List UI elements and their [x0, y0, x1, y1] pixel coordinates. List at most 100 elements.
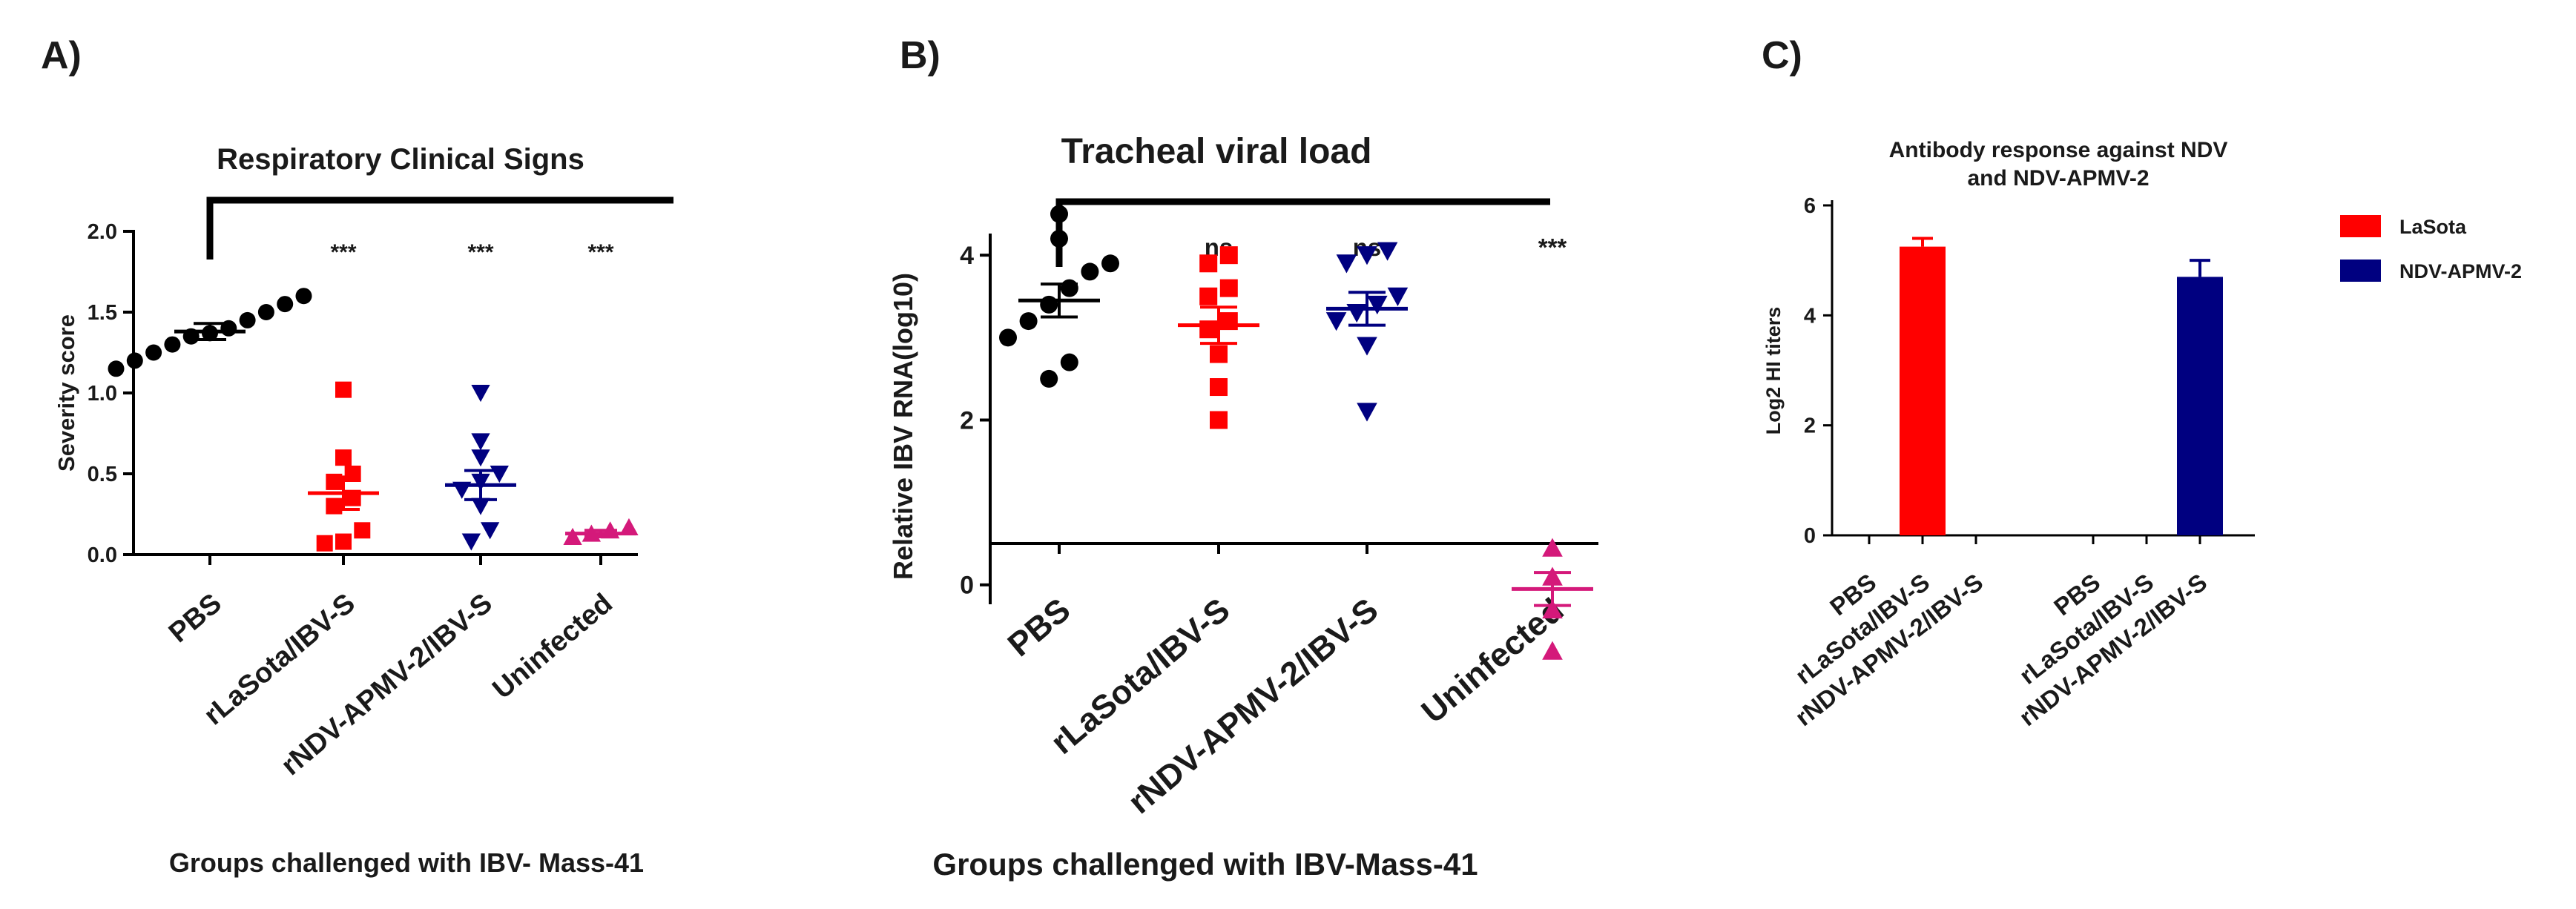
panel-b-title: Tracheal viral load	[1061, 132, 1372, 171]
c-y-tick-label: 0	[1804, 524, 1816, 548]
data-point-rndv-apmv-2-ibv-s	[481, 522, 500, 540]
data-point-rlasota-ibv-s	[354, 522, 371, 539]
panel-a-categories: PBSrLaSota/IBV-SrNDV-APMV-2/IBV-SUninfec…	[163, 555, 619, 781]
data-point-pbs	[1040, 295, 1058, 314]
data-point-rndv-apmv-2-ibv-s	[1357, 337, 1377, 356]
panel-c: C) Antibody response against NDV and NDV…	[1762, 34, 2522, 731]
data-point-pbs	[164, 336, 181, 353]
panel-b-comparison-bracket	[1055, 198, 1550, 267]
legend-label-ndv-apmv-2: NDV-APMV-2	[2399, 260, 2522, 282]
panel-c-title-line-1: Antibody response against NDV	[1889, 138, 2228, 162]
data-point-rlasota-ibv-s	[316, 535, 333, 552]
a-y-tick-label: 1.0	[88, 382, 117, 406]
data-point-rlasota-ibv-s	[1219, 279, 1238, 297]
data-point-pbs	[257, 304, 274, 320]
panel-a-y-ticks: 0.0 0.5 1.0 1.5 2.0	[88, 220, 134, 567]
data-point-pbs	[1050, 229, 1068, 248]
panel-a-x-axis-label: Groups challenged with IBV- Mass-41	[169, 847, 644, 878]
data-point-uninfected	[1542, 641, 1563, 660]
data-point-pbs	[108, 360, 125, 377]
data-point-pbs	[1019, 312, 1038, 331]
legend-swatch-ndv-apmv-2	[2340, 260, 2381, 282]
data-point-rlasota-ibv-s	[1219, 312, 1238, 331]
a-y-tick-label: 0.0	[88, 543, 117, 567]
data-point-rlasota-ibv-s	[1210, 411, 1228, 429]
significance-uninfected: ***	[587, 240, 613, 265]
data-point-pbs	[126, 352, 143, 369]
bar-lasota-rlasota-ibv-s	[1900, 246, 1946, 535]
data-point-pbs	[1101, 254, 1119, 273]
panel-b-points	[999, 205, 1563, 660]
panel-c-bars	[1900, 237, 2223, 535]
a-y-tick-label: 1.5	[88, 301, 117, 325]
data-point-rndv-apmv-2-ibv-s	[1357, 403, 1377, 422]
category-label-rndv-apmv-2-ibv-s: rNDV-APMV-2/IBV-S	[1121, 591, 1386, 822]
panel-b-x-axis-label: Groups challenged with IBV-Mass-41	[932, 847, 1478, 882]
data-point-rlasota-ibv-s	[335, 533, 352, 550]
data-point-rndv-apmv-2-ibv-s	[1336, 254, 1357, 274]
a-y-tick-label: 0.5	[88, 463, 117, 486]
data-point-rndv-apmv-2-ibv-s	[1325, 312, 1347, 331]
data-point-uninfected	[563, 527, 582, 546]
data-point-rndv-apmv-2-ibv-s	[1357, 246, 1377, 265]
panel-c-y-ticks: 0 2 4 6	[1804, 194, 1832, 548]
data-point-uninfected	[1542, 538, 1563, 557]
data-point-rndv-apmv-2-ibv-s	[1346, 303, 1367, 323]
data-point-rndv-apmv-2-ibv-s	[490, 466, 509, 483]
category-label-uninfected: Uninfected	[487, 588, 618, 705]
panel-a-letter: A)	[41, 34, 82, 77]
data-point-rlasota-ibv-s	[344, 466, 361, 482]
data-point-rlasota-ibv-s	[335, 381, 352, 398]
data-point-rlasota-ibv-s	[1210, 378, 1228, 397]
significance-rlasota-ibv-s: ***	[330, 240, 356, 265]
panel-a-comparison-bracket	[206, 196, 673, 260]
panel-a-mean-sem	[174, 322, 636, 539]
panel-a: A) Respiratory Clinical Signs Severity s…	[41, 34, 673, 878]
panel-b-mean-sem	[1018, 282, 1593, 607]
category-label-pbs: PBS	[163, 588, 228, 649]
b-y-tick-label: 0	[960, 572, 974, 600]
b-y-tick-label: 4	[960, 242, 974, 270]
data-point-pbs	[1060, 353, 1078, 371]
c-y-tick-label: 4	[1804, 304, 1816, 328]
data-point-rndv-apmv-2-ibv-s	[471, 385, 490, 403]
panel-c-title-line-2: and NDV-APMV-2	[1967, 166, 2149, 191]
panel-b: B) Tracheal viral load Relative IBV RNA(…	[888, 34, 1598, 882]
data-point-rlasota-ibv-s	[326, 498, 343, 515]
panel-a-y-axis-label: Severity score	[53, 314, 79, 472]
data-point-rndv-apmv-2-ibv-s	[1377, 242, 1398, 261]
c-y-tick-label: 2	[1804, 414, 1816, 438]
panel-b-letter: B)	[900, 34, 941, 77]
data-point-pbs	[1040, 369, 1058, 388]
panel-c-legend: LaSota NDV-APMV-2	[2340, 215, 2522, 282]
legend-swatch-lasota	[2340, 215, 2381, 237]
data-point-uninfected	[1542, 599, 1563, 619]
data-point-rlasota-ibv-s	[1210, 345, 1228, 363]
legend-label-lasota: LaSota	[2399, 216, 2467, 238]
b-y-tick-label: 2	[960, 406, 974, 434]
data-point-pbs	[145, 344, 162, 361]
data-point-pbs	[277, 296, 294, 313]
data-point-pbs	[999, 328, 1017, 347]
data-point-pbs	[239, 311, 256, 328]
c-y-tick-label: 6	[1804, 194, 1816, 218]
data-point-rndv-apmv-2-ibv-s	[1367, 295, 1388, 315]
data-point-rndv-apmv-2-ibv-s	[1387, 287, 1409, 306]
data-point-uninfected	[619, 518, 639, 535]
panel-a-title: Respiratory Clinical Signs	[217, 143, 584, 176]
data-point-rlasota-ibv-s	[1219, 246, 1238, 265]
panel-a-significance: *** *** ***	[330, 240, 613, 265]
panel-b-y-ticks: 0 2 4	[960, 242, 990, 600]
data-point-pbs	[1050, 205, 1068, 223]
data-point-pbs	[295, 288, 312, 305]
data-point-rndv-apmv-2-ibv-s	[461, 533, 481, 551]
data-point-rlasota-ibv-s	[1199, 287, 1218, 305]
panel-a-points	[108, 288, 639, 552]
data-point-pbs	[1060, 279, 1078, 297]
a-y-tick-label: 2.0	[88, 220, 117, 244]
bar-ndv-apmv-2-rndv-apmv-2-ibv-s	[2177, 277, 2223, 535]
data-point-rlasota-ibv-s	[335, 449, 352, 466]
